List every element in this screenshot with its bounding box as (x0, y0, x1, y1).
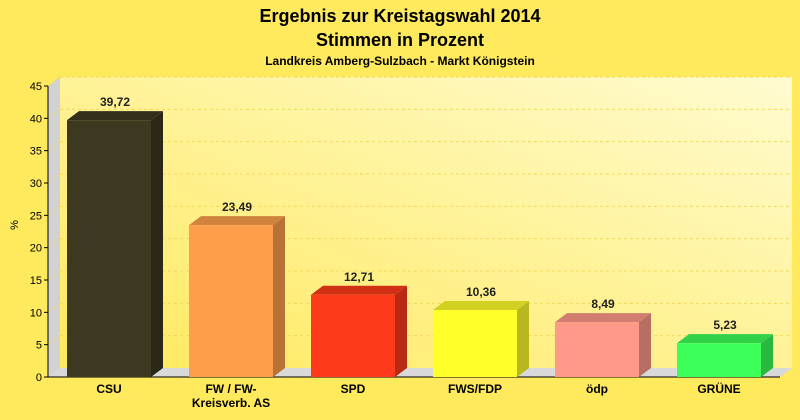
y-tick-label: 0 (36, 372, 42, 384)
chart-subtitle: Landkreis Amberg-Sulzbach - Markt Königs… (265, 54, 535, 68)
data-label: 8,49 (591, 297, 615, 311)
data-label: 39,72 (100, 95, 130, 109)
bar-top (67, 111, 163, 121)
bar-side (761, 334, 773, 377)
bar-top (311, 285, 407, 295)
y-tick-label: 10 (30, 307, 42, 319)
bar-side (639, 313, 651, 377)
bar-top (555, 313, 651, 323)
bar-top (677, 334, 773, 344)
data-label: 5,23 (713, 318, 737, 332)
bar (433, 301, 529, 377)
bar-side (517, 301, 529, 377)
gridline (47, 173, 61, 184)
gridline (47, 270, 61, 281)
bar-front (677, 343, 761, 377)
gridline (47, 302, 61, 313)
y-axis-ticks: 0 5 10 15 20 25 30 35 40 45 (30, 81, 48, 384)
x-tick-label: SPD (341, 382, 366, 396)
bar (189, 216, 285, 377)
bar-front (555, 322, 639, 377)
data-label: 23,49 (222, 200, 252, 214)
x-tick-label: FW / FW-Kreisverb. AS (192, 382, 270, 410)
gridline (47, 205, 61, 216)
gridline (47, 335, 61, 346)
bar-side (273, 216, 285, 377)
gridline (47, 76, 61, 87)
plot-back-wall (60, 77, 792, 368)
bar-side (395, 285, 407, 377)
bar (67, 111, 163, 378)
x-axis-labels: CSU FW / FW-Kreisverb. AS SPD FWS/FDP ödp GRÜ… (96, 381, 740, 410)
bar-front (433, 310, 517, 377)
x-tick-label: CSU (96, 382, 121, 396)
bar-front (311, 294, 395, 377)
y-tick-label: 5 (36, 340, 42, 352)
bar-side (151, 111, 163, 378)
gridlines (47, 76, 792, 346)
bars: 39,72 23,49 12,71 10,36 8,49 5,23 (67, 95, 773, 378)
chart-title: Ergebnis zur Kreistagswahl 2014 (259, 6, 540, 26)
gridline (47, 108, 61, 119)
bar (311, 285, 407, 377)
y-axis-label: % (9, 220, 21, 230)
bar (677, 334, 773, 377)
y-tick-label: 35 (30, 146, 42, 158)
bar-front (189, 225, 273, 377)
y-tick-label: 45 (30, 81, 42, 93)
plot-side-wall (48, 77, 60, 377)
y-tick-label: 15 (30, 275, 42, 287)
data-label: 10,36 (466, 285, 496, 299)
y-tick-label: 40 (30, 113, 42, 125)
bar-top (433, 301, 529, 311)
gridline (47, 141, 61, 152)
y-tick-label: 25 (30, 210, 42, 222)
x-tick-label: GRÜNE (697, 381, 740, 396)
data-label: 12,71 (344, 270, 374, 284)
x-tick-label: ödp (586, 382, 608, 396)
y-tick-label: 30 (30, 178, 42, 190)
bar (555, 313, 651, 377)
gridline (47, 238, 61, 249)
y-tick-label: 20 (30, 243, 42, 255)
bar-front (67, 120, 151, 378)
chart-title-line-2: Stimmen in Prozent (316, 30, 484, 50)
bar-top (189, 216, 285, 226)
x-tick-label: FWS/FDP (448, 382, 502, 396)
